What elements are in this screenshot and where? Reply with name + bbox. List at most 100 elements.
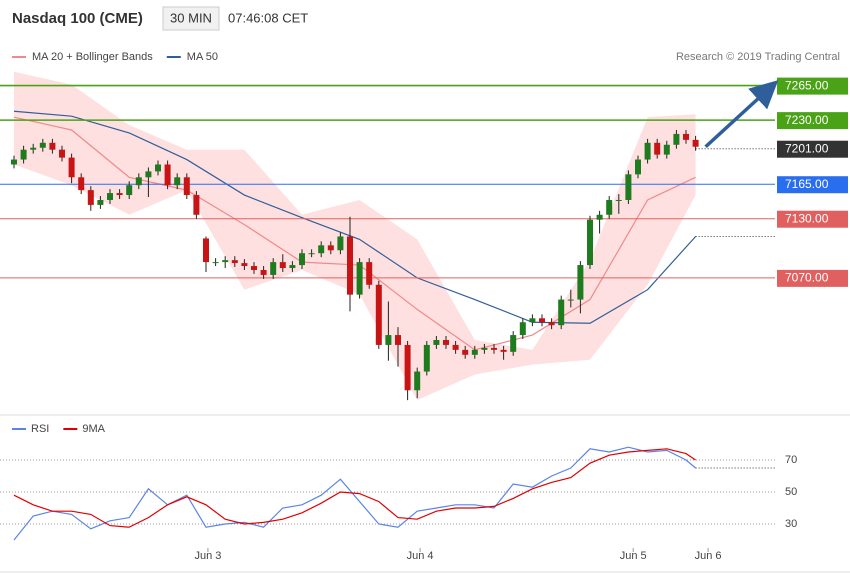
candle-body <box>539 318 545 323</box>
forecast-arrow <box>704 80 779 149</box>
candle-body <box>174 177 181 186</box>
candle-body <box>11 159 17 165</box>
candle-body <box>500 349 507 352</box>
candle-body <box>491 347 497 350</box>
candle-body <box>558 299 565 326</box>
level-label-box <box>777 112 848 130</box>
candle-body <box>644 142 651 160</box>
candle-body <box>529 318 536 323</box>
candle-body <box>433 339 440 345</box>
candle-body <box>212 262 219 264</box>
candle-body <box>395 335 401 345</box>
candle-body <box>30 147 37 150</box>
candle-body <box>145 171 152 178</box>
candle-body <box>222 260 229 263</box>
y-tick-label: 70 <box>785 454 797 466</box>
candle-body <box>97 199 104 205</box>
level-label: 7230.00 <box>785 113 829 127</box>
candle-body <box>615 199 622 201</box>
candle-body <box>606 199 613 215</box>
legend-label: MA 50 <box>187 51 218 63</box>
y-tick-label: 30 <box>785 518 797 530</box>
candle-body <box>375 284 382 345</box>
annotation: Research © 2019 Trading Central <box>676 51 840 63</box>
level-label: 7165.00 <box>785 177 829 191</box>
candle-body <box>299 253 305 266</box>
level-label-box <box>777 210 848 228</box>
time: 07:46:08 CET <box>228 10 308 25</box>
candle-body <box>443 339 449 345</box>
legend-label: 9MA <box>82 423 105 435</box>
candle-body <box>193 195 200 215</box>
candle-body <box>279 262 286 269</box>
candle-body <box>625 174 632 200</box>
candle-body <box>116 193 123 196</box>
candle-body <box>404 344 411 391</box>
level-label-box <box>777 140 848 158</box>
x-tick-label: Jun 6 <box>695 550 722 562</box>
level-label-box <box>777 77 848 95</box>
interval-box[interactable] <box>162 6 220 31</box>
interval[interactable]: 30 MIN <box>170 10 212 25</box>
candle-body <box>423 344 430 372</box>
x-tick-label: Jun 3 <box>194 550 221 562</box>
candle-body <box>452 344 459 350</box>
candle-body <box>462 349 469 355</box>
chart-title: Nasdaq 100 (CME) <box>12 10 143 27</box>
candle-body <box>414 371 421 391</box>
candle-body <box>663 144 670 155</box>
candle-body <box>577 265 584 300</box>
candle-body <box>308 253 315 255</box>
candle-body <box>39 142 46 148</box>
candle-body <box>231 260 238 264</box>
candle-body <box>251 266 257 270</box>
x-tick-label: Jun 4 <box>407 550 434 562</box>
candle-body <box>241 263 248 267</box>
candle-body <box>548 322 555 326</box>
level-label-box <box>777 176 848 194</box>
candle-body <box>126 185 133 196</box>
candle-body <box>519 322 526 336</box>
moving-average <box>13 110 697 324</box>
level-label: 7130.00 <box>785 211 829 225</box>
candle-body <box>567 299 574 301</box>
y-tick-label: 50 <box>785 486 797 498</box>
candle-body <box>596 214 603 220</box>
candle-body <box>327 245 334 251</box>
candle-body <box>385 335 392 345</box>
candle-body <box>155 164 161 172</box>
level-label: 7201.00 <box>785 141 829 155</box>
candle-body <box>164 164 171 186</box>
candle-body <box>107 193 113 200</box>
candle-body <box>692 139 699 147</box>
candle-body <box>347 236 353 295</box>
level-label-box <box>777 269 848 287</box>
candle-body <box>635 159 641 175</box>
level-label: 7070.00 <box>785 271 829 285</box>
candle-body <box>587 219 593 266</box>
legend-label: MA 20 + Bollinger Bands <box>32 51 153 63</box>
candle-body <box>59 149 65 158</box>
candle-body <box>68 157 75 178</box>
candle-body <box>49 142 56 150</box>
candle-body <box>318 245 325 254</box>
candle-body <box>673 133 680 145</box>
candle-body <box>471 349 478 355</box>
candle-body <box>260 269 267 275</box>
indicator-line <box>13 448 696 528</box>
candle-body <box>481 347 488 350</box>
candle-body <box>78 177 85 191</box>
candle-body <box>337 236 344 251</box>
candle-body <box>356 262 363 295</box>
candle-body <box>183 177 190 196</box>
indicator-line <box>13 446 696 541</box>
candle-body <box>270 262 277 275</box>
candle-body <box>203 238 209 263</box>
candle-body <box>87 190 94 205</box>
candle-body <box>366 262 373 285</box>
level-label: 7265.00 <box>785 78 829 92</box>
candle-body <box>683 133 689 140</box>
legend-label: RSI <box>31 423 49 435</box>
